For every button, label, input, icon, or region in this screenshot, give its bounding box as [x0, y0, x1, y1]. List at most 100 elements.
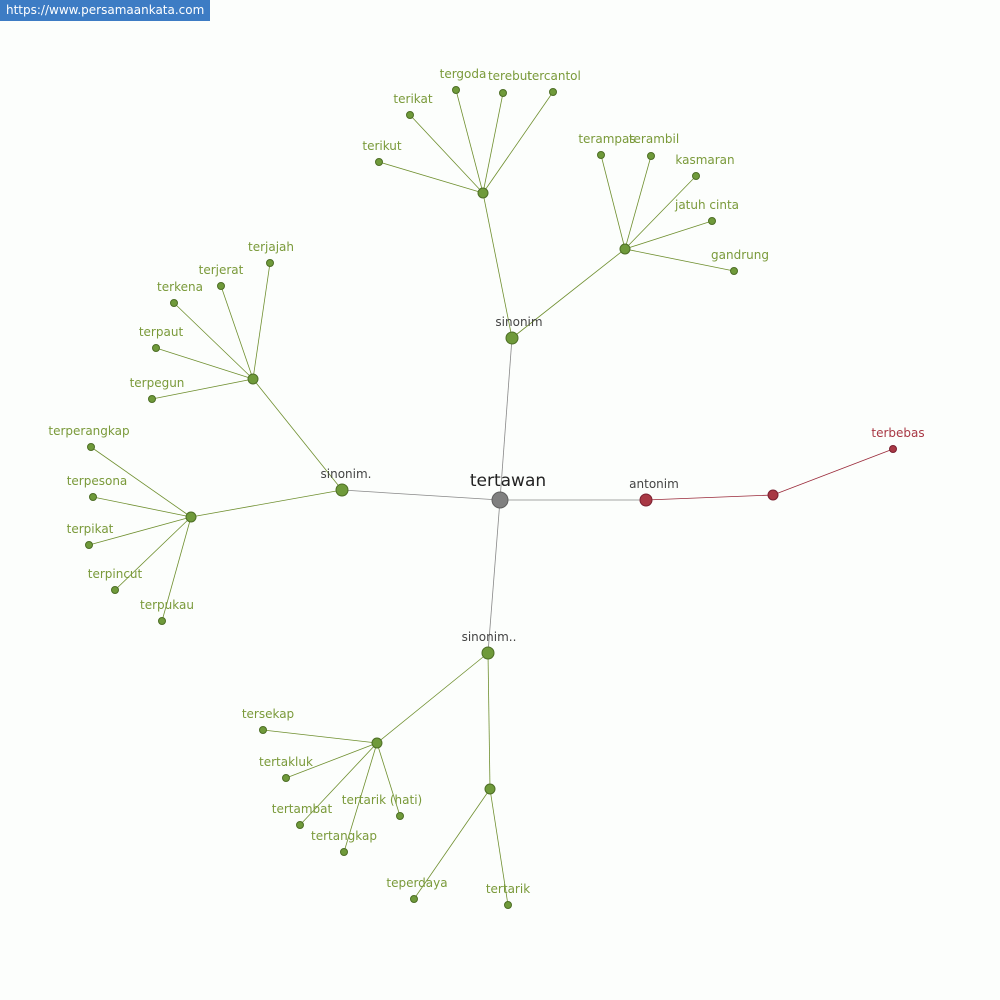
node [170, 299, 178, 307]
edge [624, 248, 735, 272]
node-label: terjerat [199, 263, 244, 277]
node-label: terpikat [67, 522, 114, 536]
node [504, 901, 512, 909]
edge [511, 248, 626, 339]
node-label: tertarik [486, 882, 530, 896]
node-label: gandrung [711, 248, 769, 262]
node [505, 331, 519, 345]
edge [299, 742, 378, 826]
edge [376, 742, 401, 817]
edge [378, 161, 484, 194]
edge [285, 742, 378, 779]
node [396, 812, 404, 820]
node [340, 848, 348, 856]
node [639, 493, 653, 507]
node [410, 895, 418, 903]
node [296, 821, 304, 829]
node [247, 373, 259, 385]
edge [88, 516, 192, 546]
edge [92, 496, 192, 518]
node [692, 172, 700, 180]
site-url[interactable]: https://www.persamaankata.com [0, 0, 211, 21]
node [708, 217, 716, 225]
node [767, 489, 779, 501]
node [597, 151, 605, 159]
node [111, 586, 119, 594]
node [85, 541, 93, 549]
node [282, 774, 290, 782]
edge [455, 89, 484, 194]
node [217, 282, 225, 290]
node [889, 445, 897, 453]
edge [343, 742, 378, 853]
node [477, 187, 489, 199]
node-label: antonim [629, 477, 679, 491]
edge [90, 446, 192, 518]
node-label: terjajah [248, 240, 294, 254]
edge [190, 489, 343, 518]
node-label: tertambat [272, 802, 333, 816]
node-label: tertangkap [311, 829, 377, 843]
node [730, 267, 738, 275]
edge [114, 516, 192, 591]
node-label: terpesona [67, 474, 128, 488]
edge [413, 788, 491, 900]
edge [482, 91, 554, 194]
node [158, 617, 166, 625]
edge [499, 337, 513, 501]
edge [341, 489, 501, 501]
node-label: sinonim. [321, 467, 372, 481]
node [481, 646, 495, 660]
edge [220, 285, 254, 380]
node [406, 111, 414, 119]
edge [624, 220, 713, 250]
edge [252, 262, 271, 380]
node [185, 511, 197, 523]
edge [624, 155, 652, 250]
edge [155, 347, 254, 380]
node-label: terbebas [871, 426, 924, 440]
edge [487, 652, 491, 790]
edge [482, 192, 513, 339]
node [484, 783, 496, 795]
node [491, 491, 509, 509]
edge [487, 499, 501, 654]
node-label: terpincut [88, 567, 143, 581]
node-label: terperangkap [48, 424, 129, 438]
node [335, 483, 349, 497]
node-label: terampas [578, 132, 635, 146]
node-label: tergoda [440, 67, 487, 81]
edge [482, 92, 504, 194]
node [259, 726, 267, 734]
node-label: sinonim [495, 315, 542, 329]
node [371, 737, 383, 749]
node [549, 88, 557, 96]
node [148, 395, 156, 403]
node-label: tertarik (hati) [342, 793, 422, 807]
edge [262, 729, 378, 744]
node-label: tercantol [527, 69, 581, 83]
edge [151, 378, 254, 400]
edge [252, 378, 343, 491]
edge [489, 788, 509, 906]
node-label: jatuh cinta [674, 198, 739, 212]
edge [173, 302, 254, 380]
node [375, 158, 383, 166]
node-label: sinonim.. [462, 630, 517, 644]
node [619, 243, 631, 255]
node-label: terambil [629, 132, 679, 146]
node-label: terkena [157, 280, 203, 294]
node-label: terebut [488, 69, 532, 83]
edge [409, 114, 484, 194]
node [152, 344, 160, 352]
node [452, 86, 460, 94]
node [89, 493, 97, 501]
node-label: tertakluk [259, 755, 313, 769]
node [499, 89, 507, 97]
edge [600, 154, 626, 250]
node-label: tertawan [470, 471, 546, 491]
edge [161, 516, 192, 622]
node-label: terpaut [139, 325, 184, 339]
node [266, 259, 274, 267]
